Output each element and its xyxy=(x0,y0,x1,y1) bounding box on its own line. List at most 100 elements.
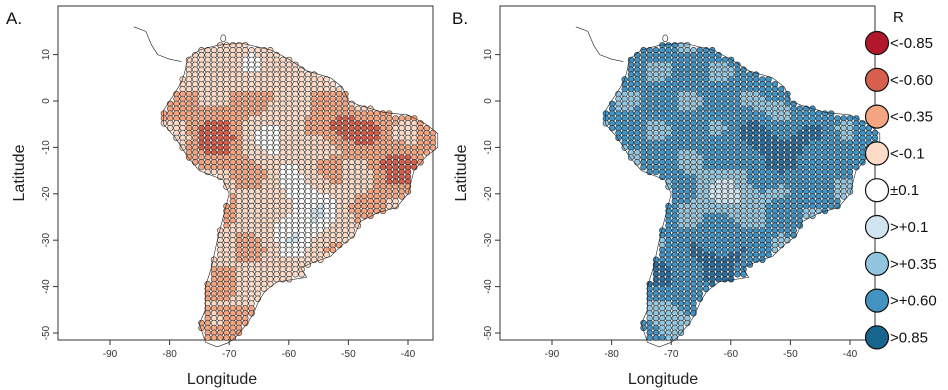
y-tick-label: -50 xyxy=(483,325,494,340)
legend-label: >+0.35 xyxy=(890,256,937,273)
y-tick-label: -40 xyxy=(483,279,494,294)
grid-cell xyxy=(260,285,268,293)
legend-swatch xyxy=(864,104,890,129)
grid-cell xyxy=(423,149,430,156)
legend-label: >0.85 xyxy=(890,329,928,346)
grid-cell xyxy=(173,134,180,142)
grid-cell xyxy=(771,246,779,254)
y-tick-label: -30 xyxy=(483,233,494,248)
x-tick-label: -40 xyxy=(401,349,416,360)
grid-cell xyxy=(204,334,211,341)
grid-cell xyxy=(417,159,424,166)
grid-cell xyxy=(179,144,186,151)
x-tick-label: -90 xyxy=(545,349,560,360)
panel-b-label: B. xyxy=(452,9,468,28)
y-tick-label: 10 xyxy=(41,49,52,61)
grid-cell xyxy=(267,280,274,288)
legend-swatch xyxy=(864,325,890,350)
x-tick-label: -80 xyxy=(162,349,177,360)
grid-cell xyxy=(665,334,672,341)
grid-cell xyxy=(292,271,299,278)
y-tick-label: -50 xyxy=(41,325,52,340)
grid-cell xyxy=(404,188,412,195)
grid-cell xyxy=(828,202,835,210)
y-tick-label: 0 xyxy=(41,98,52,104)
y-tick-label: 10 xyxy=(483,49,494,61)
grid-cell xyxy=(602,120,610,127)
panel-a-map xyxy=(160,42,437,341)
y-tick-label: -10 xyxy=(41,140,52,155)
coastline xyxy=(163,42,439,348)
grid-cell xyxy=(715,276,722,283)
y-tick-label: -10 xyxy=(483,140,494,155)
grid-cell xyxy=(223,334,230,341)
x-tick-label: -60 xyxy=(282,349,297,360)
panel-a-frame xyxy=(57,5,434,341)
legend-swatch xyxy=(864,251,890,276)
grid-cell xyxy=(386,202,393,210)
grid-cell xyxy=(273,276,280,283)
grid-cell xyxy=(392,202,399,210)
x-tick-label: -80 xyxy=(604,349,619,360)
legend-label: <-0.35 xyxy=(890,109,933,126)
grid-cell xyxy=(665,183,672,190)
grid-cell xyxy=(361,212,368,219)
grid-cell xyxy=(615,134,622,142)
panel-a-coastline xyxy=(133,26,439,348)
y-tick-label: -30 xyxy=(41,233,52,248)
panel-b-axes: -90 -80 -70 -60 -50 -40 10 0 -10 -20 -30 -40 -50 xyxy=(483,49,858,360)
grid-cell xyxy=(859,159,866,166)
legend-label: >+0.1 xyxy=(890,219,928,236)
legend-swatch xyxy=(864,141,890,166)
legend-swatch xyxy=(864,288,890,313)
legend: R <-0.85 <-0.60 <-0.35 <-0.1 ±0.1 >+0.1 >+0.35… xyxy=(864,9,937,350)
grid-cell xyxy=(734,271,741,278)
x-tick-label: -70 xyxy=(664,349,679,360)
x-tick-label: -90 xyxy=(103,349,118,360)
legend-label: ±0.1 xyxy=(890,182,919,199)
panel-b: B. -90 -80 -70 -60 -50 -40100-10-20-30-40-50 … xyxy=(452,5,881,388)
grid-cell xyxy=(210,334,218,341)
grid-cell xyxy=(652,334,660,341)
grid-cell xyxy=(727,276,735,283)
grid-cell xyxy=(659,334,666,341)
grid-cell xyxy=(646,334,653,341)
legend-label: <-0.60 xyxy=(890,72,933,89)
island xyxy=(662,34,669,43)
grid-cell xyxy=(285,276,293,283)
grid-cell xyxy=(671,334,678,341)
grid-cell xyxy=(809,212,816,219)
grid-cell xyxy=(634,159,641,166)
y-tick-label: 0 xyxy=(483,98,494,104)
grid-cell xyxy=(329,246,337,254)
x-tick-label: -50 xyxy=(341,349,356,360)
x-tick-label: -70 xyxy=(222,349,237,360)
island xyxy=(220,34,227,43)
coastline xyxy=(605,42,881,348)
panel-b-coastline xyxy=(575,26,881,348)
central-america-coastline xyxy=(575,26,624,62)
grid-cell xyxy=(752,256,760,263)
x-tick-label: -60 xyxy=(724,349,739,360)
grid-cell xyxy=(702,285,710,293)
grid-cell xyxy=(834,202,841,210)
grid-cell xyxy=(336,241,343,249)
y-tick-label: -40 xyxy=(41,279,52,294)
y-tick-label: -20 xyxy=(483,186,494,201)
x-tick-label: -40 xyxy=(843,349,858,360)
grid-cell xyxy=(367,212,374,219)
grid-cell xyxy=(803,212,810,219)
central-america-coastline xyxy=(133,26,182,62)
grid-cell xyxy=(167,124,174,132)
legend-swatch xyxy=(864,30,890,56)
grid-cell xyxy=(398,193,405,200)
grid-cell xyxy=(185,154,193,161)
grid-cell xyxy=(652,168,660,176)
legend-label: >+0.60 xyxy=(890,293,937,310)
legend-label: <-0.85 xyxy=(890,35,933,52)
legend-label: <-0.1 xyxy=(890,145,925,162)
legend-swatch xyxy=(864,214,890,240)
panel-b-xlabel: Longitude xyxy=(628,371,698,388)
panel-b-ylabel: Latitude xyxy=(453,144,470,201)
